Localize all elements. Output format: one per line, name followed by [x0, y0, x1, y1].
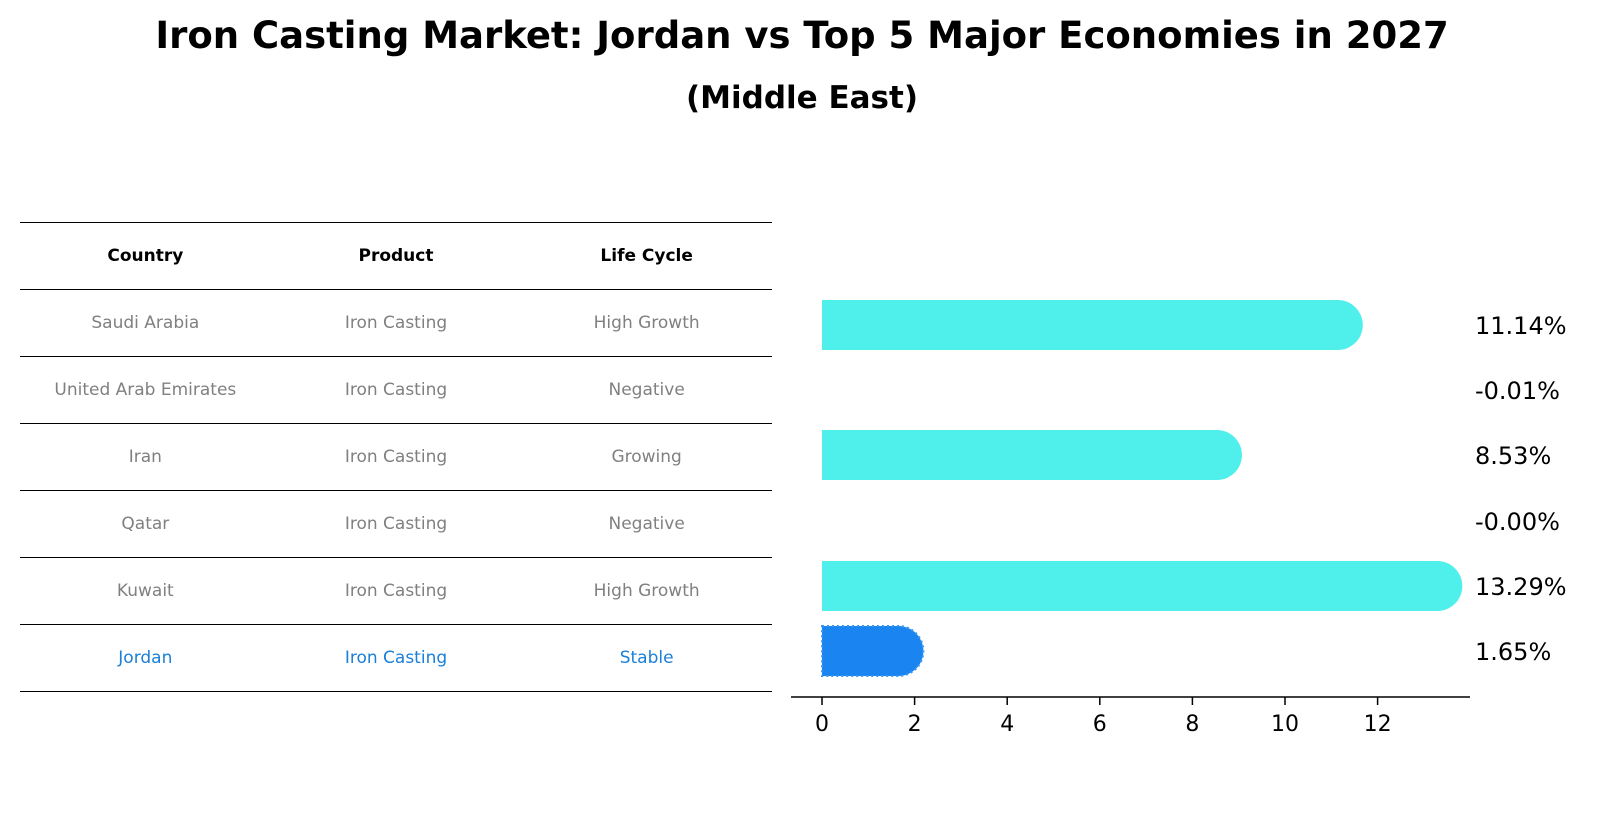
product-cell: Iron Casting: [270, 490, 522, 558]
bar-kuwait: [822, 561, 1463, 611]
country-cell: Jordan: [20, 624, 271, 692]
chart-subtitle: (Middle East): [685, 80, 918, 116]
table-row: United Arab Emirates Iron Casting Negati…: [20, 356, 772, 424]
bar-saudi-arabia: [822, 300, 1363, 350]
chart-title: Iron Casting Market: Jordan vs Top 5 Maj…: [155, 14, 1449, 57]
x-tick-label: 10: [1271, 712, 1299, 737]
country-cell: Iran: [20, 423, 271, 491]
table-row: Iran Iron Casting Growing: [20, 423, 772, 491]
x-tick-label: 12: [1364, 712, 1392, 737]
table-row: Kuwait Iron Casting High Growth: [20, 557, 772, 625]
x-tick-label: 8: [1185, 712, 1199, 737]
table-row-highlighted: Jordan Iron Casting Stable: [20, 624, 772, 692]
x-tick-label: 4: [1000, 712, 1014, 737]
bar-value-label: 13.29%: [1475, 573, 1567, 601]
life-cycle-cell: Stable: [521, 624, 772, 692]
bar-jordan: [821, 625, 925, 677]
column-header-life-cycle: Life Cycle: [521, 222, 772, 290]
country-cell: Saudi Arabia: [20, 289, 271, 357]
bar-value-label: 1.65%: [1475, 638, 1551, 666]
product-cell: Iron Casting: [270, 356, 522, 424]
x-tick-label: 0: [815, 712, 829, 737]
table-row: Qatar Iron Casting Negative: [20, 490, 772, 558]
life-cycle-cell: High Growth: [521, 289, 772, 357]
country-cell: Qatar: [20, 490, 271, 558]
life-cycle-cell: Negative: [521, 356, 772, 424]
bar-value-label: 11.14%: [1475, 312, 1567, 340]
table-row: Saudi Arabia Iron Casting High Growth: [20, 289, 772, 357]
life-cycle-cell: High Growth: [521, 557, 772, 625]
column-header-country: Country: [20, 222, 271, 290]
country-cell: Kuwait: [20, 557, 271, 625]
bar-value-label: 8.53%: [1475, 442, 1551, 470]
bar-value-label: -0.00%: [1475, 508, 1560, 536]
product-cell: Iron Casting: [270, 289, 522, 357]
x-tick-label: 6: [1093, 712, 1107, 737]
country-cell: United Arab Emirates: [20, 356, 271, 424]
data-table: Country Product Life Cycle Saudi Arabia …: [20, 222, 772, 692]
column-header-product: Product: [270, 222, 522, 290]
bar-iran: [822, 430, 1242, 480]
x-tick-label: 2: [908, 712, 922, 737]
table-header-row: Country Product Life Cycle: [20, 222, 772, 290]
life-cycle-cell: Growing: [521, 423, 772, 491]
bar-value-label: -0.01%: [1475, 377, 1560, 405]
product-cell: Iron Casting: [270, 624, 522, 692]
life-cycle-cell: Negative: [521, 490, 772, 558]
